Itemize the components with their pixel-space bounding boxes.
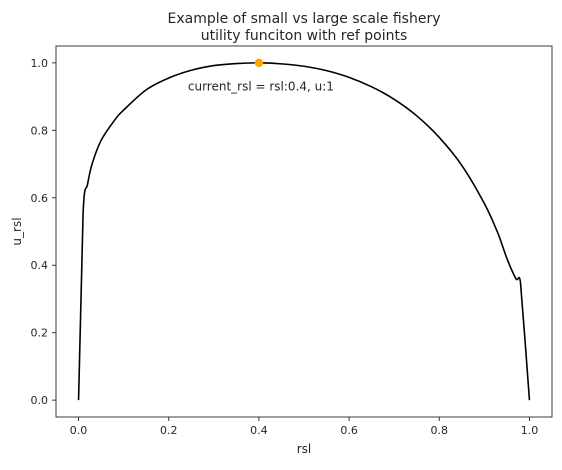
y-axis-label: u_rsl (10, 217, 24, 245)
plot-frame (55, 45, 553, 418)
series-line (77, 62, 531, 401)
y-tick-label: 0.0 (31, 394, 49, 407)
x-tick-label: 0.2 (160, 424, 178, 437)
x-axis-ticks: 0.0 0.2 0.4 0.6 0.8 1.0 (70, 417, 538, 437)
x-tick-label: 1.0 (521, 424, 539, 437)
chart-title-line: utility funciton with ref points (201, 28, 408, 44)
x-axis-label: rsl (297, 442, 312, 456)
x-tick-label: 0.8 (431, 424, 449, 437)
annotations: current_rsl = rsl:0.4, u:1 (188, 79, 334, 93)
reference-point (254, 58, 264, 68)
x-tick-label: 0.4 (250, 424, 268, 437)
y-tick-label: 0.2 (31, 327, 49, 340)
y-tick-label: 0.6 (31, 192, 49, 205)
y-tick-label: 0.8 (31, 124, 49, 137)
chart-title-line: Example of small vs large scale fishery (168, 11, 441, 27)
points (254, 58, 264, 68)
x-tick-label: 0.0 (70, 424, 88, 437)
y-axis-ticks: 0.0 0.2 0.4 0.6 0.8 1.0 (31, 57, 56, 407)
plot-area (55, 45, 553, 418)
annotation-label: current_rsl = rsl:0.4, u:1 (188, 79, 334, 93)
y-tick-label: 1.0 (31, 57, 49, 70)
chart-title: Example of small vs large scale fisheryu… (168, 11, 441, 44)
y-tick-label: 0.4 (31, 259, 49, 272)
x-tick-label: 0.6 (340, 424, 358, 437)
series-lines (77, 62, 531, 401)
